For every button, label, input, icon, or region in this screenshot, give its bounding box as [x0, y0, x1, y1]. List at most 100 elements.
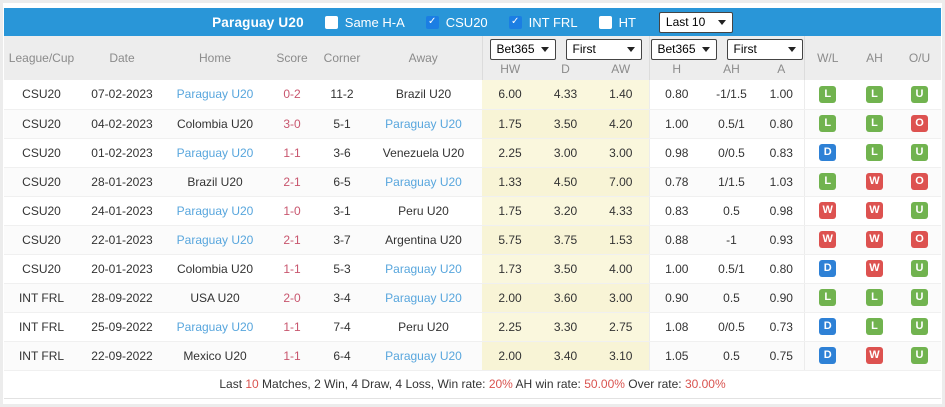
odds-h: 1.08 [648, 312, 704, 342]
odds-aw: 3.00 [593, 283, 649, 313]
away-team[interactable]: Paraguay U20 [365, 109, 482, 139]
csu20-checkbox[interactable]: ✓ [425, 15, 439, 29]
odds-a: 0.73 [759, 312, 804, 342]
bookmaker-select-ah[interactable]: Bet365 [650, 38, 717, 60]
odds-d: 3.30 [538, 312, 593, 342]
result-ah: L [851, 283, 898, 313]
odds-hw: 2.00 [482, 283, 538, 313]
odds-aw: 2.75 [593, 312, 649, 342]
caret-down-icon [701, 46, 710, 52]
caret-down-icon [626, 46, 635, 52]
odds-ah: 1/1.5 [704, 167, 759, 197]
odds-hw: 6.00 [482, 80, 538, 110]
result-ou: U [898, 80, 941, 110]
odds-ah: 0/0.5 [704, 138, 759, 168]
league-cell: CSU20 [4, 109, 79, 139]
odds-aw: 4.33 [593, 196, 649, 226]
odds-hw: 1.75 [482, 109, 538, 139]
footer-text: Over rate: [624, 377, 685, 391]
result-badge: O [911, 173, 928, 190]
result-badge: L [819, 85, 837, 103]
result-badge: L [819, 289, 837, 306]
match-row: CSU20 22-01-2023 Paraguay U20 2-1 3-7 Argenti… [4, 225, 941, 255]
odds-aw: 3.00 [593, 138, 649, 168]
result-ou: U [898, 138, 941, 168]
odds-ah: -1/1.5 [704, 80, 759, 110]
score-cell: 0-2 [265, 80, 319, 110]
home-team: Colombia U20 [165, 109, 265, 139]
subcol-ah: AH [704, 62, 759, 80]
date-cell: 25-09-2022 [79, 312, 165, 342]
period-select-1x2[interactable]: First [565, 38, 642, 60]
bookmaker-select-1x2[interactable]: Bet365 [489, 38, 556, 60]
home-team[interactable]: Paraguay U20 [165, 138, 265, 168]
footer-text: AH win rate: [512, 377, 585, 391]
score-cell: 1-0 [265, 196, 319, 226]
result-badge: D [819, 260, 837, 277]
csu20-label: CSU20 [445, 14, 488, 30]
away-team: Brazil U20 [365, 80, 482, 110]
result-badge: D [819, 144, 837, 161]
score-cell: 1-1 [265, 138, 319, 168]
home-team[interactable]: Paraguay U20 [165, 196, 265, 226]
odds-d: 3.40 [538, 341, 593, 371]
footer-text: Matches, 2 Win, 4 Draw, 4 Loss, Win rate… [258, 377, 489, 391]
col-header-ah-result: AH [851, 36, 898, 80]
odds-h: 0.78 [648, 167, 704, 197]
filter-ht[interactable]: HT [598, 15, 636, 30]
corner-cell: 6-5 [319, 167, 365, 197]
result-ou: U [898, 196, 941, 226]
caret-down-icon [787, 46, 796, 52]
result-ou: O [898, 109, 941, 139]
score-cell: 1-1 [265, 341, 319, 371]
result-badge: O [911, 231, 928, 248]
away-team: Peru U20 [365, 312, 482, 342]
odds-hw: 2.25 [482, 138, 538, 168]
away-team[interactable]: Paraguay U20 [365, 167, 482, 197]
away-team[interactable]: Paraguay U20 [365, 283, 482, 313]
result-badge: W [866, 202, 883, 219]
result-ah: W [851, 254, 898, 284]
summary-footer: Last 10 Matches, 2 Win, 4 Draw, 4 Loss, … [4, 370, 941, 399]
away-team[interactable]: Paraguay U20 [365, 341, 482, 371]
filter-int-frl[interactable]: ✓ INT FRL [508, 15, 578, 30]
filter-csu20[interactable]: ✓ CSU20 [425, 14, 488, 30]
bookmaker-value: Bet365 [657, 42, 696, 56]
bookmaker-value: Bet365 [496, 42, 535, 56]
league-cell: CSU20 [4, 138, 79, 168]
period-select-ah[interactable]: First [726, 38, 803, 60]
result-badge: U [911, 202, 928, 219]
result-ou: U [898, 341, 941, 371]
footer-stat-value: 10 [245, 377, 259, 391]
odds-h: 0.90 [648, 283, 704, 313]
home-team[interactable]: Paraguay U20 [165, 312, 265, 342]
filter-same-ha[interactable]: Same H-A [324, 15, 405, 30]
ht-checkbox[interactable] [598, 15, 612, 29]
corner-cell: 3-7 [319, 225, 365, 255]
result-badge: W [819, 231, 837, 248]
result-ah: W [851, 225, 898, 255]
corner-cell: 3-1 [319, 196, 365, 226]
int-frl-checkbox[interactable]: ✓ [508, 15, 522, 29]
result-badge: U [911, 85, 928, 103]
odds-h: 0.88 [648, 225, 704, 255]
same-ha-checkbox[interactable] [324, 15, 338, 29]
home-team[interactable]: Paraguay U20 [165, 80, 265, 110]
last-n-select[interactable]: Last 10 [658, 11, 733, 33]
home-team[interactable]: Paraguay U20 [165, 225, 265, 255]
subcol-d: D [538, 62, 593, 80]
match-row: CSU20 20-01-2023 Colombia U20 1-1 5-3 Paragua… [4, 254, 941, 284]
matches-table: League/Cup Date Home Score Corner Away B… [4, 36, 941, 399]
result-wl: W [803, 196, 851, 226]
odds-a: 1.00 [759, 80, 804, 110]
date-cell: 24-01-2023 [79, 196, 165, 226]
col-header-ou: O/U [898, 36, 941, 80]
away-team: Venezuela U20 [365, 138, 482, 168]
result-badge: U [911, 144, 928, 161]
result-ou: U [898, 254, 941, 284]
odds-h: 0.98 [648, 138, 704, 168]
league-cell: CSU20 [4, 196, 79, 226]
away-team[interactable]: Paraguay U20 [365, 254, 482, 284]
match-row: INT FRL 22-09-2022 Mexico U20 1-1 6-4 Paragua… [4, 341, 941, 371]
